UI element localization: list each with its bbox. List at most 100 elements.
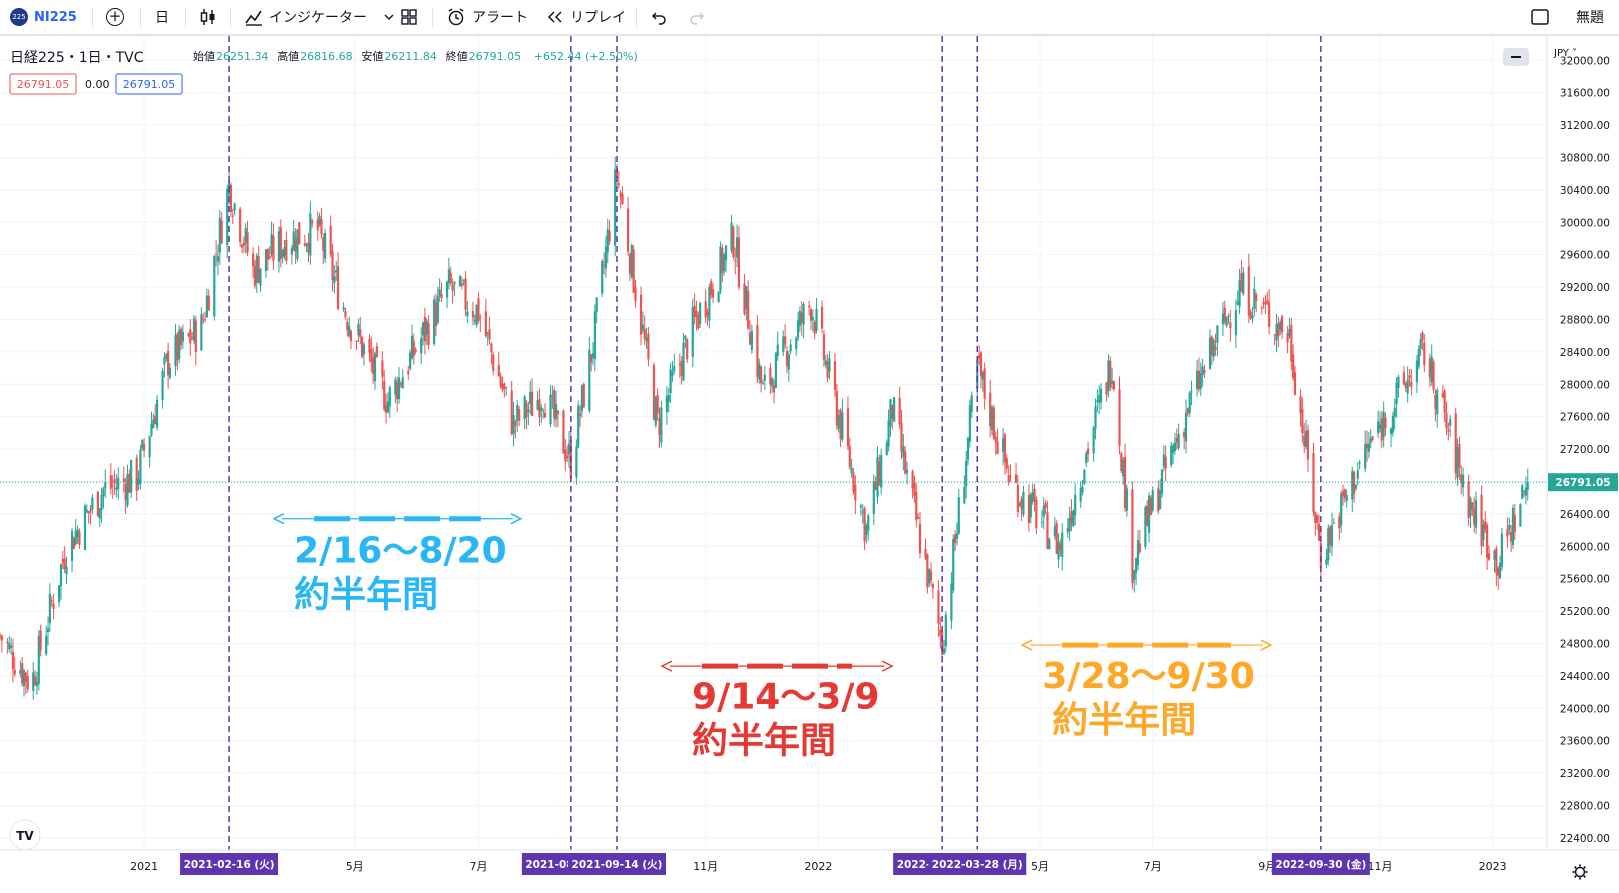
candle [704, 289, 707, 324]
candle [268, 246, 271, 260]
candle-body [436, 296, 439, 323]
candle [1186, 407, 1189, 417]
candle [1301, 397, 1304, 443]
candle [13, 656, 16, 677]
candle [6, 637, 9, 654]
candle [1423, 334, 1426, 373]
add-symbol-button[interactable]: + [106, 0, 124, 34]
symbol-search[interactable]: 225 NI225 [10, 0, 77, 34]
candle-body [1251, 315, 1254, 319]
candle-body [730, 222, 733, 251]
candle [74, 518, 77, 547]
chart-legend: 日経225・1日・TVC 始値 26251.34 高値 26816.68 安値 26211.… [9, 49, 638, 95]
candle-body [1456, 446, 1459, 478]
candle [1044, 500, 1047, 515]
chart-type-button[interactable] [198, 0, 218, 34]
candle-body [1188, 392, 1191, 414]
candle-body [113, 479, 116, 484]
candle-body [152, 419, 155, 429]
candle [787, 350, 790, 382]
candle-body [213, 256, 216, 317]
candle-body [9, 645, 13, 649]
candle [348, 316, 351, 339]
candle [1340, 490, 1343, 534]
candle-body [798, 310, 802, 326]
grid-icon [401, 9, 417, 25]
candle [1454, 407, 1457, 481]
candle [1096, 389, 1099, 413]
candle-body [743, 283, 746, 315]
chart-area[interactable]: 2/16～8/20 約半年間 9/14～3/9 約半年間 3/28～9/30 約半年間 JP… [0, 36, 1619, 889]
candle-body [582, 383, 585, 408]
fullscreen-button[interactable] [1530, 0, 1550, 34]
collapse-pane-button[interactable] [1503, 48, 1529, 66]
candle-body [981, 371, 984, 380]
layout-name-button[interactable]: 無題 [1576, 0, 1604, 34]
candle [734, 247, 737, 275]
candle-body [453, 281, 456, 285]
candle-body [264, 249, 268, 272]
candle-body [318, 216, 321, 225]
candle-body [1227, 315, 1230, 317]
period-duration-label: 約半年間 [294, 574, 438, 615]
candle [58, 584, 61, 608]
candle-body [1522, 491, 1526, 493]
candle [1378, 411, 1382, 433]
candle [1159, 479, 1162, 510]
candle [464, 271, 467, 317]
layouts-button[interactable] [400, 0, 418, 34]
interval-button[interactable]: 日 [155, 0, 169, 34]
candle-body [1144, 507, 1147, 547]
candle [102, 486, 105, 509]
candle-body [63, 558, 66, 570]
candle [1417, 345, 1420, 370]
candlestick-chart[interactable]: 2/16～8/20約半年間9/14～3/9約半年間3/28～9/30約半年間JP… [0, 36, 1619, 889]
candle-body [1369, 438, 1372, 443]
candle [1467, 474, 1470, 526]
marker-date-badge: 2022-03-28 (月) [928, 853, 1027, 875]
candle [124, 477, 127, 514]
candle [473, 314, 476, 325]
candle-body [931, 584, 935, 589]
candle [283, 239, 286, 260]
candle-body [808, 305, 811, 308]
redo-icon [690, 12, 705, 25]
candle [1443, 388, 1446, 423]
indicators-button[interactable]: インジケーター [244, 0, 395, 34]
candle [798, 306, 802, 332]
candle [1216, 324, 1219, 356]
y-tick-label: 22400.00 [1560, 833, 1610, 845]
currency-selector[interactable]: JPY ˅ [1553, 47, 1577, 59]
candle [1234, 299, 1237, 349]
candle-body [1316, 515, 1319, 523]
candle [383, 369, 386, 412]
candle-body [684, 335, 687, 340]
candle-body [627, 208, 630, 252]
candle-body [1498, 562, 1502, 579]
replay-button[interactable]: リプレイ [546, 0, 626, 34]
candle [1107, 354, 1110, 398]
candle [1162, 445, 1165, 472]
alert-button[interactable]: アラート [446, 0, 528, 34]
candle-body [686, 339, 689, 360]
candle-body [272, 235, 275, 261]
undo-button[interactable] [650, 0, 668, 34]
settings-gear-icon[interactable] [1572, 864, 1588, 880]
marker-date-badge: 2022-09-30 (金) [1271, 853, 1370, 875]
candle-body [324, 233, 327, 259]
candle-body [1351, 471, 1354, 500]
candle [1332, 518, 1335, 525]
candle [115, 473, 118, 498]
candle [1441, 384, 1444, 399]
candle [1389, 427, 1393, 448]
candle-body [580, 385, 584, 412]
candle [399, 381, 402, 388]
candle [436, 286, 439, 325]
candle-body [841, 412, 844, 440]
candle [155, 395, 159, 431]
candle [658, 407, 661, 448]
redo-button[interactable] [688, 0, 706, 34]
price-axis: JPY ˅ 22400.00 22800.00 23200.00 23600.00 240… [1546, 36, 1619, 889]
candle [24, 671, 27, 695]
candle [45, 625, 48, 656]
